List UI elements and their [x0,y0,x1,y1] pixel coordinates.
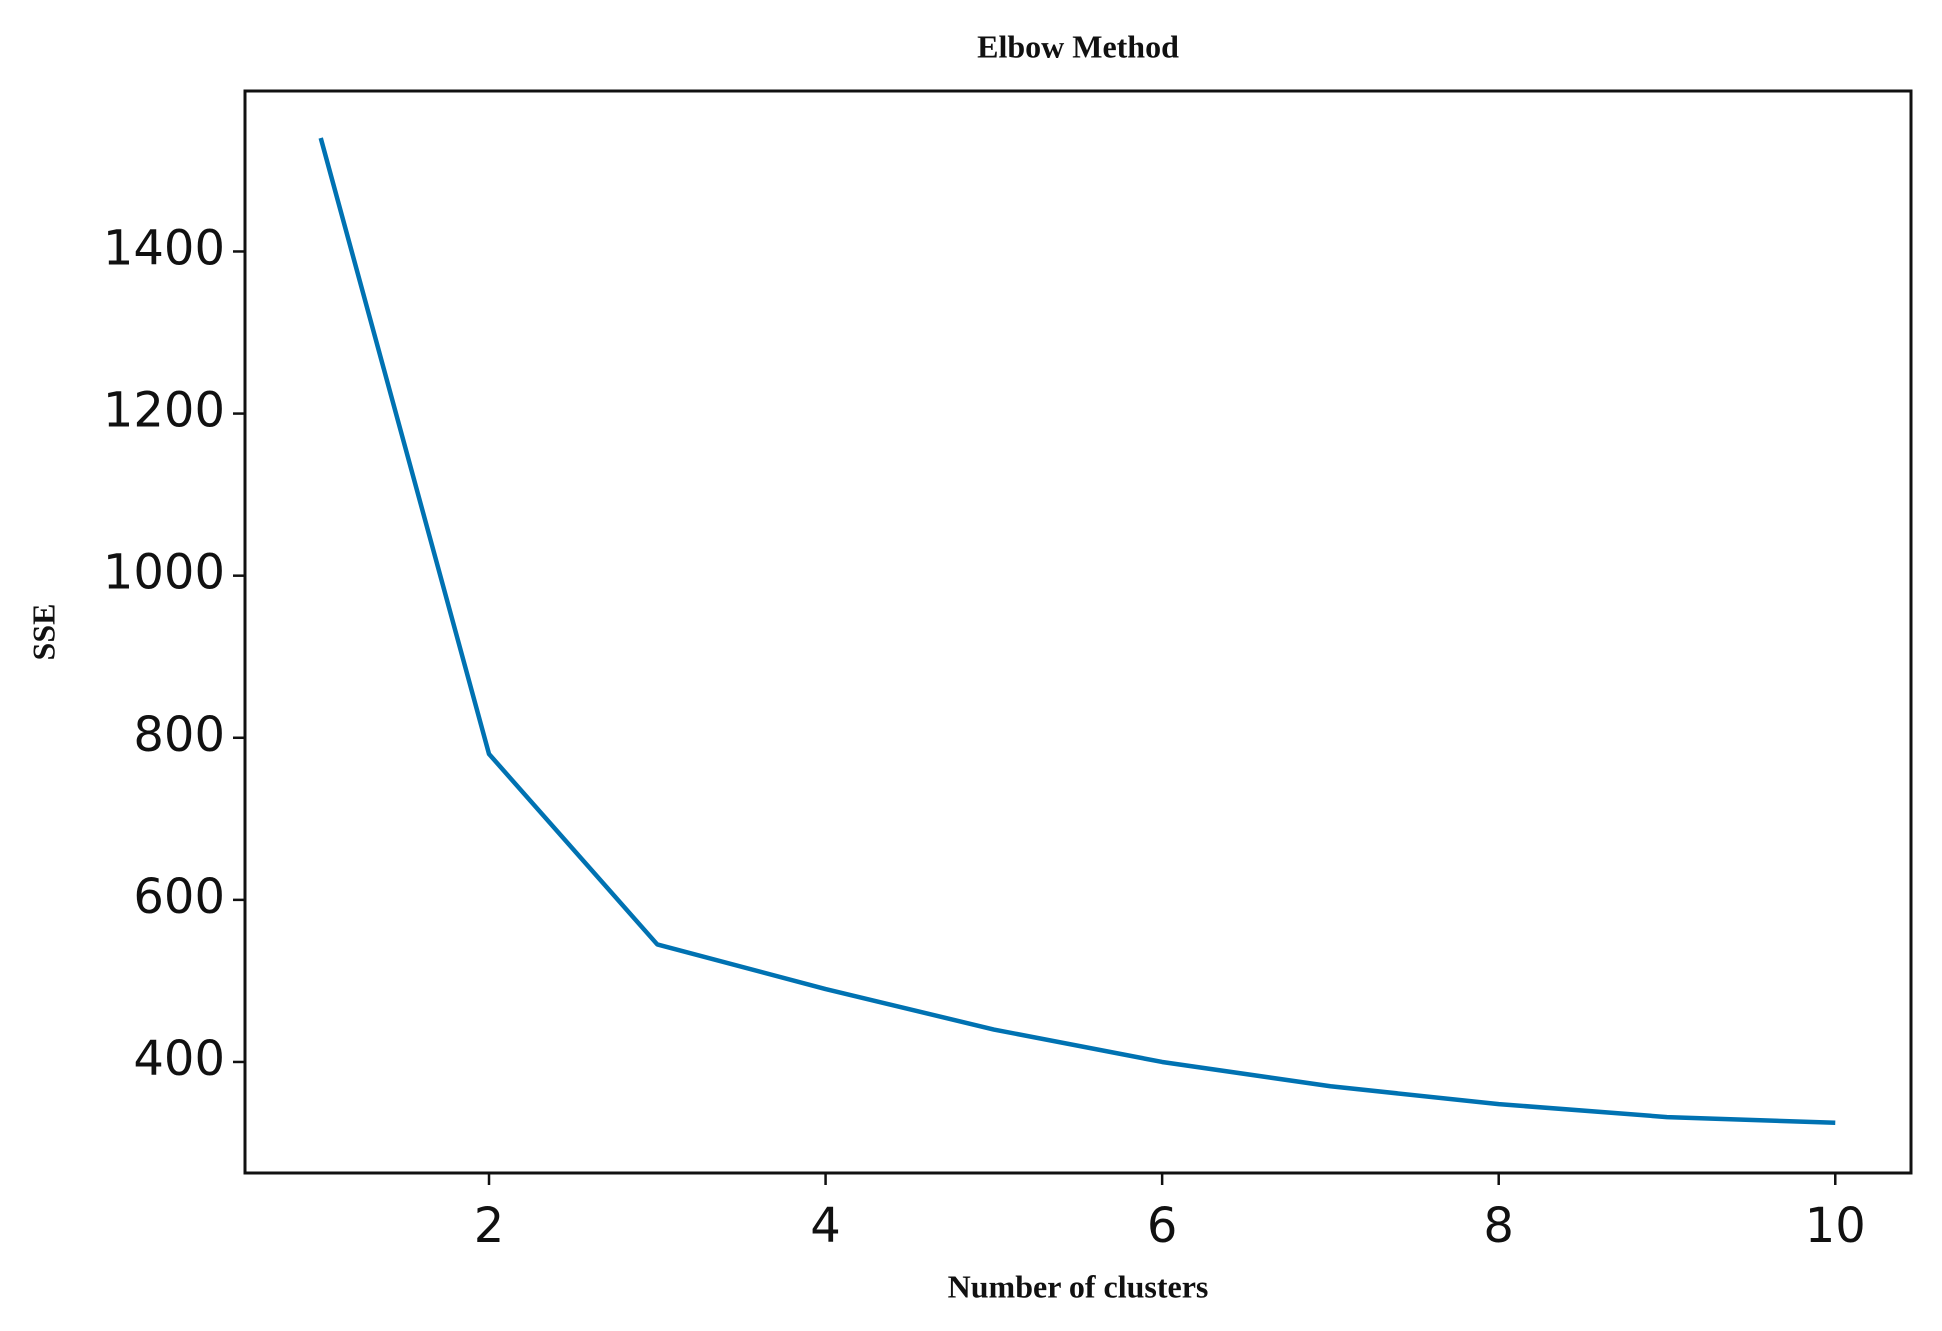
x-tick-label: 8 [1483,1198,1514,1254]
x-tick-label: 6 [1147,1198,1178,1254]
x-tick-label: 4 [810,1198,841,1254]
y-axis-label: SSE [25,604,61,661]
y-tick-label: 1400 [103,220,225,276]
y-tick-label: 600 [133,869,225,925]
y-tick-label: 1000 [103,545,225,601]
plot-frame [243,89,1913,1175]
x-axis-label: Number of clusters [948,1268,1209,1304]
x-tick-label: 2 [474,1198,505,1254]
chart-title: Elbow Method [977,28,1179,64]
y-tick-label: 1200 [103,383,225,439]
data-line [318,137,1836,1125]
y-tick-label: 800 [133,707,225,763]
y-tick-label: 400 [133,1031,225,1087]
x-tick-label: 10 [1805,1198,1866,1254]
